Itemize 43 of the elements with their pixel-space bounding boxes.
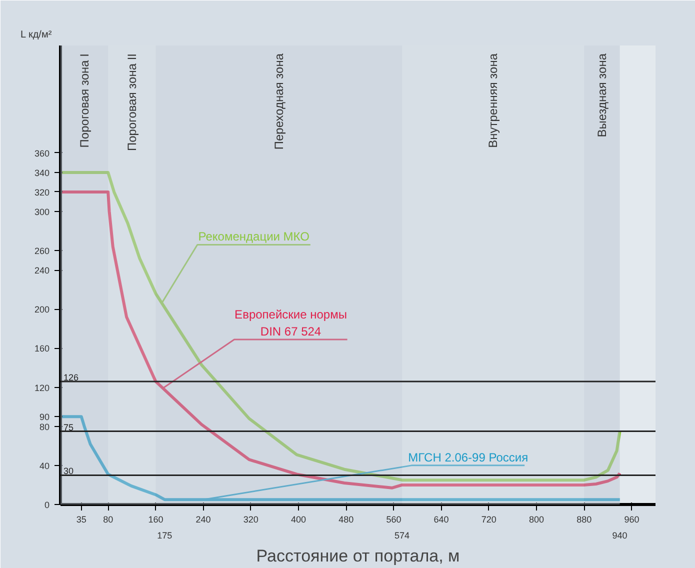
x-tick-label: 880 bbox=[576, 514, 592, 524]
band-label: Пороговая зона I bbox=[77, 53, 92, 148]
band-label: Пороговая зона II bbox=[124, 53, 139, 152]
y-tick-label: 120 bbox=[34, 382, 50, 393]
y-tick-label: 40 bbox=[39, 460, 50, 471]
annotation: Рекомендации МКО bbox=[198, 230, 310, 244]
band-label: Внутренняя зона bbox=[486, 53, 500, 148]
y-tick-label: 160 bbox=[34, 344, 50, 354]
band-label: Выездная зона bbox=[594, 53, 609, 138]
ref-line-label: 75 bbox=[64, 422, 74, 432]
x2-tick-label: 175 bbox=[157, 530, 172, 540]
y-tick-label: 260 bbox=[34, 246, 50, 256]
y-axis-title: L кд/м² bbox=[20, 30, 52, 40]
y-tick-label: 90 bbox=[39, 412, 50, 422]
band-label: Переходная зона bbox=[272, 53, 286, 150]
x-tick-label: 960 bbox=[624, 514, 640, 524]
annotation: МГСН 2.06-99 Россия bbox=[408, 450, 528, 464]
x-tick-label: 720 bbox=[481, 514, 496, 524]
x-tick-label: 80 bbox=[103, 514, 114, 524]
y-tick-label: 300 bbox=[34, 207, 50, 218]
x-tick-label: 640 bbox=[434, 514, 449, 524]
x-tick-label: 400 bbox=[290, 514, 306, 524]
y-tick-label: 200 bbox=[34, 304, 50, 315]
x-tick-label: 320 bbox=[243, 514, 258, 524]
x2-tick-label: 940 bbox=[612, 530, 628, 540]
y-tick-label: 320 bbox=[34, 187, 50, 198]
x-axis-title: Расстояние от портала, м bbox=[256, 546, 460, 566]
x-tick-label: 560 bbox=[386, 514, 402, 524]
x-tick-label: 240 bbox=[196, 514, 211, 524]
y-tick-label: 360 bbox=[34, 148, 50, 158]
x-tick-label: 800 bbox=[528, 514, 544, 524]
ref-line-label: 126 bbox=[64, 372, 79, 382]
ref-line-label: 30 bbox=[64, 466, 74, 476]
y-tick-label: 340 bbox=[34, 168, 50, 178]
y-tick-label: 240 bbox=[34, 266, 50, 276]
x-tick-label: 480 bbox=[338, 514, 354, 524]
line-series bbox=[60, 415, 622, 502]
x-tick-label: 35 bbox=[76, 514, 86, 524]
x2-tick-label: 574 bbox=[394, 530, 410, 540]
y-tick-label: 80 bbox=[39, 422, 50, 432]
annotation: Европейские нормы DIN 67 524 bbox=[234, 308, 347, 338]
x-tick-label: 160 bbox=[148, 514, 164, 524]
y-tick-label: 0 bbox=[44, 500, 50, 510]
